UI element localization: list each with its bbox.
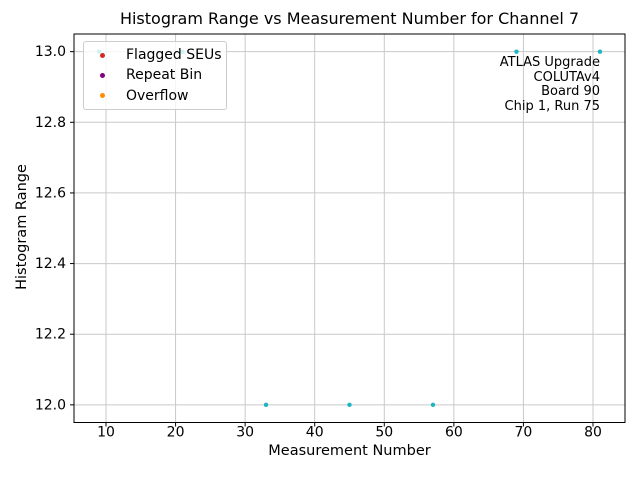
x-tick-label: 80: [584, 425, 602, 441]
chart-title: Histogram Range vs Measurement Number fo…: [119, 9, 580, 28]
y-tick-label: 12.6: [35, 185, 66, 201]
legend-item-overflow: Overflow: [100, 89, 226, 103]
x-tick-label: 60: [445, 425, 463, 441]
x-tick-label: 40: [306, 425, 324, 441]
x-axis-label: Measurement Number: [268, 443, 431, 459]
x-tick-label: 30: [236, 425, 254, 441]
data-point: [514, 49, 519, 54]
legend-label: Flagged SEUs: [126, 47, 222, 64]
y-tick-label: 12.2: [35, 327, 66, 343]
overflow-marker-icon: [100, 93, 105, 99]
annotation-line: Board 90: [541, 84, 600, 99]
data-point: [347, 402, 352, 408]
legend-item-flagged-seus: Flagged SEUs: [100, 48, 226, 62]
data-point: [263, 402, 269, 408]
legend: Flagged SEUs Repeat Bin Overflow: [83, 41, 227, 110]
x-tick-label: 20: [167, 425, 185, 441]
annotation-line: Chip 1, Run 75: [504, 98, 600, 114]
y-axis-label: Histogram Range: [14, 164, 30, 290]
annotation-line: ATLAS Upgrade: [499, 55, 600, 70]
repeat-bin-marker-icon: [100, 72, 105, 78]
y-tick-label: 12.0: [35, 397, 66, 413]
x-tick-label: 10: [97, 425, 115, 441]
annotation-text: ATLAS Upgrade COLUTAv4 Board 90 Chip 1, Run…: [499, 55, 600, 114]
legend-label: Overflow: [126, 87, 189, 104]
data-point: [597, 49, 603, 54]
annotation-line: COLUTAv4: [533, 69, 600, 85]
y-tick-label: 13.0: [35, 44, 66, 60]
legend-label: Repeat Bin: [126, 67, 203, 84]
x-tick-label: 50: [375, 425, 393, 441]
x-tick-label: 70: [515, 425, 533, 441]
data-point: [430, 402, 436, 408]
y-tick-label: 12.8: [35, 115, 66, 131]
y-tick-label: 12.4: [35, 256, 66, 272]
axes-frame: [73, 33, 626, 423]
flagged-seus-marker-icon: [100, 52, 105, 58]
legend-item-repeat-bin: Repeat Bin: [100, 68, 226, 82]
